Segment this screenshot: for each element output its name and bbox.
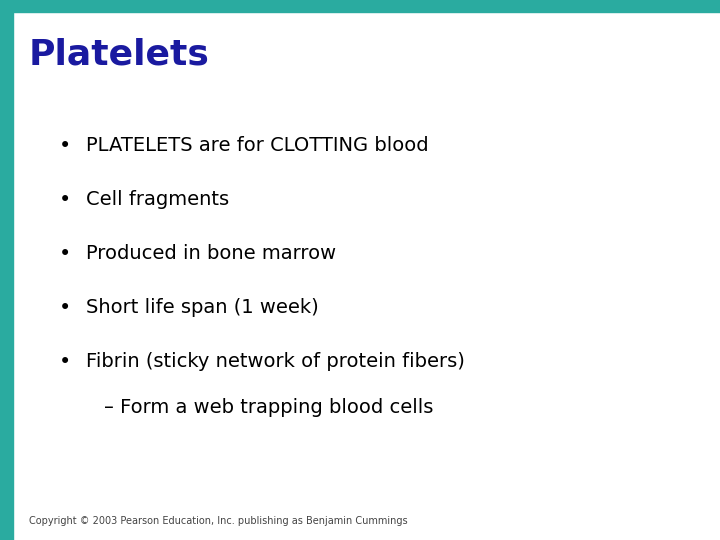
Text: PLATELETS are for CLOTTING blood: PLATELETS are for CLOTTING blood	[86, 136, 429, 156]
Text: – Form a web trapping blood cells: – Form a web trapping blood cells	[104, 398, 433, 417]
Text: Copyright © 2003 Pearson Education, Inc. publishing as Benjamin Cummings: Copyright © 2003 Pearson Education, Inc.…	[29, 516, 408, 526]
Text: •: •	[58, 136, 71, 156]
Text: Cell fragments: Cell fragments	[86, 190, 230, 210]
Text: •: •	[58, 190, 71, 210]
Text: •: •	[58, 244, 71, 264]
Text: Fibrin (sticky network of protein fibers): Fibrin (sticky network of protein fibers…	[86, 352, 465, 372]
Text: •: •	[58, 298, 71, 318]
Text: Produced in bone marrow: Produced in bone marrow	[86, 244, 336, 264]
Text: Platelets: Platelets	[29, 38, 210, 72]
Text: Short life span (1 week): Short life span (1 week)	[86, 298, 319, 318]
Text: •: •	[58, 352, 71, 372]
